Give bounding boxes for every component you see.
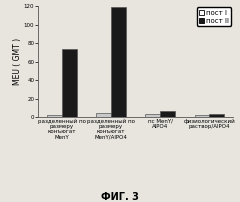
Bar	[62, 49, 77, 117]
Bar	[160, 111, 175, 117]
Bar	[145, 114, 160, 117]
Bar	[47, 115, 62, 117]
Bar	[209, 114, 224, 117]
Bar	[194, 115, 209, 117]
Bar	[96, 113, 111, 117]
Bar	[111, 7, 126, 117]
Legend: пост I, пост II: пост I, пост II	[197, 7, 231, 26]
Y-axis label: МЕU ( GMT ): МЕU ( GMT )	[13, 38, 22, 85]
Text: ФИГ. 3: ФИГ. 3	[101, 192, 139, 202]
